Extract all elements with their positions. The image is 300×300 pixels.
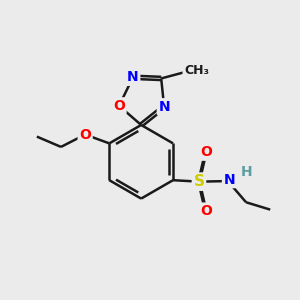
Text: N: N <box>158 100 170 114</box>
Text: N: N <box>127 70 139 84</box>
Text: O: O <box>79 128 91 142</box>
Text: CH₃: CH₃ <box>184 64 209 77</box>
Text: O: O <box>201 145 212 159</box>
Text: N: N <box>224 172 235 187</box>
Text: S: S <box>194 174 205 189</box>
Text: H: H <box>240 165 252 178</box>
Text: O: O <box>113 99 125 113</box>
Text: O: O <box>201 204 212 218</box>
